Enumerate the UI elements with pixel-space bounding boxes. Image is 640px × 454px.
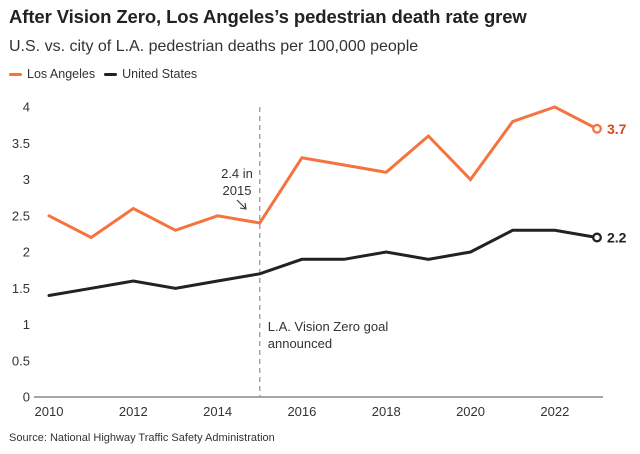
x-tick-label: 2018: [372, 404, 401, 419]
source-note: Source: National Highway Traffic Safety …: [9, 432, 275, 444]
legend: Los Angeles United States: [9, 67, 206, 81]
y-tick-label: 0.5: [12, 353, 30, 368]
x-tick-label: 2010: [35, 404, 64, 419]
legend-label-united-states: United States: [122, 67, 198, 81]
callout-text: 2015: [223, 183, 252, 198]
x-tick-label: 2020: [456, 404, 485, 419]
y-tick-label: 3.5: [12, 136, 30, 151]
legend-item-los-angeles: Los Angeles: [9, 67, 95, 81]
vision-zero-annotation-text: announced: [268, 336, 332, 351]
callout-arrowhead: [239, 202, 247, 210]
end-marker-united-states: [592, 232, 602, 243]
chart-title: After Vision Zero, Los Angeles’s pedestr…: [9, 6, 527, 27]
legend-item-united-states: United States: [104, 67, 197, 81]
y-tick-label: 2: [23, 245, 30, 260]
series-line-united-states: [47, 228, 599, 297]
x-tick-label: 2014: [203, 404, 232, 419]
legend-swatch-los-angeles: [9, 72, 22, 76]
legend-label-los-angeles: Los Angeles: [27, 67, 96, 81]
series-line-los-angeles: [47, 105, 599, 240]
y-tick-label: 4: [23, 100, 30, 115]
end-marker-los-angeles: [592, 123, 602, 134]
vision-zero-annotation-text: L.A. Vision Zero goal: [268, 319, 389, 334]
end-label-los-angeles: 3.7: [607, 121, 627, 137]
y-tick-label: 2.5: [12, 208, 30, 223]
legend-swatch-united-states: [104, 72, 118, 76]
y-tick-label: 3: [23, 172, 30, 187]
end-label-united-states: 2.2: [607, 230, 627, 246]
y-tick-label: 1: [23, 317, 30, 332]
y-tick-label: 0: [23, 390, 30, 405]
callout-arrow: [236, 199, 246, 209]
chart-subtitle: U.S. vs. city of L.A. pedestrian deaths …: [9, 38, 419, 55]
x-tick-label: 2016: [287, 404, 316, 419]
callout-text: 2.4 in: [221, 166, 253, 181]
y-tick-label: 1.5: [12, 281, 30, 296]
x-tick-label: 2012: [119, 404, 148, 419]
x-tick-label: 2022: [540, 404, 569, 419]
